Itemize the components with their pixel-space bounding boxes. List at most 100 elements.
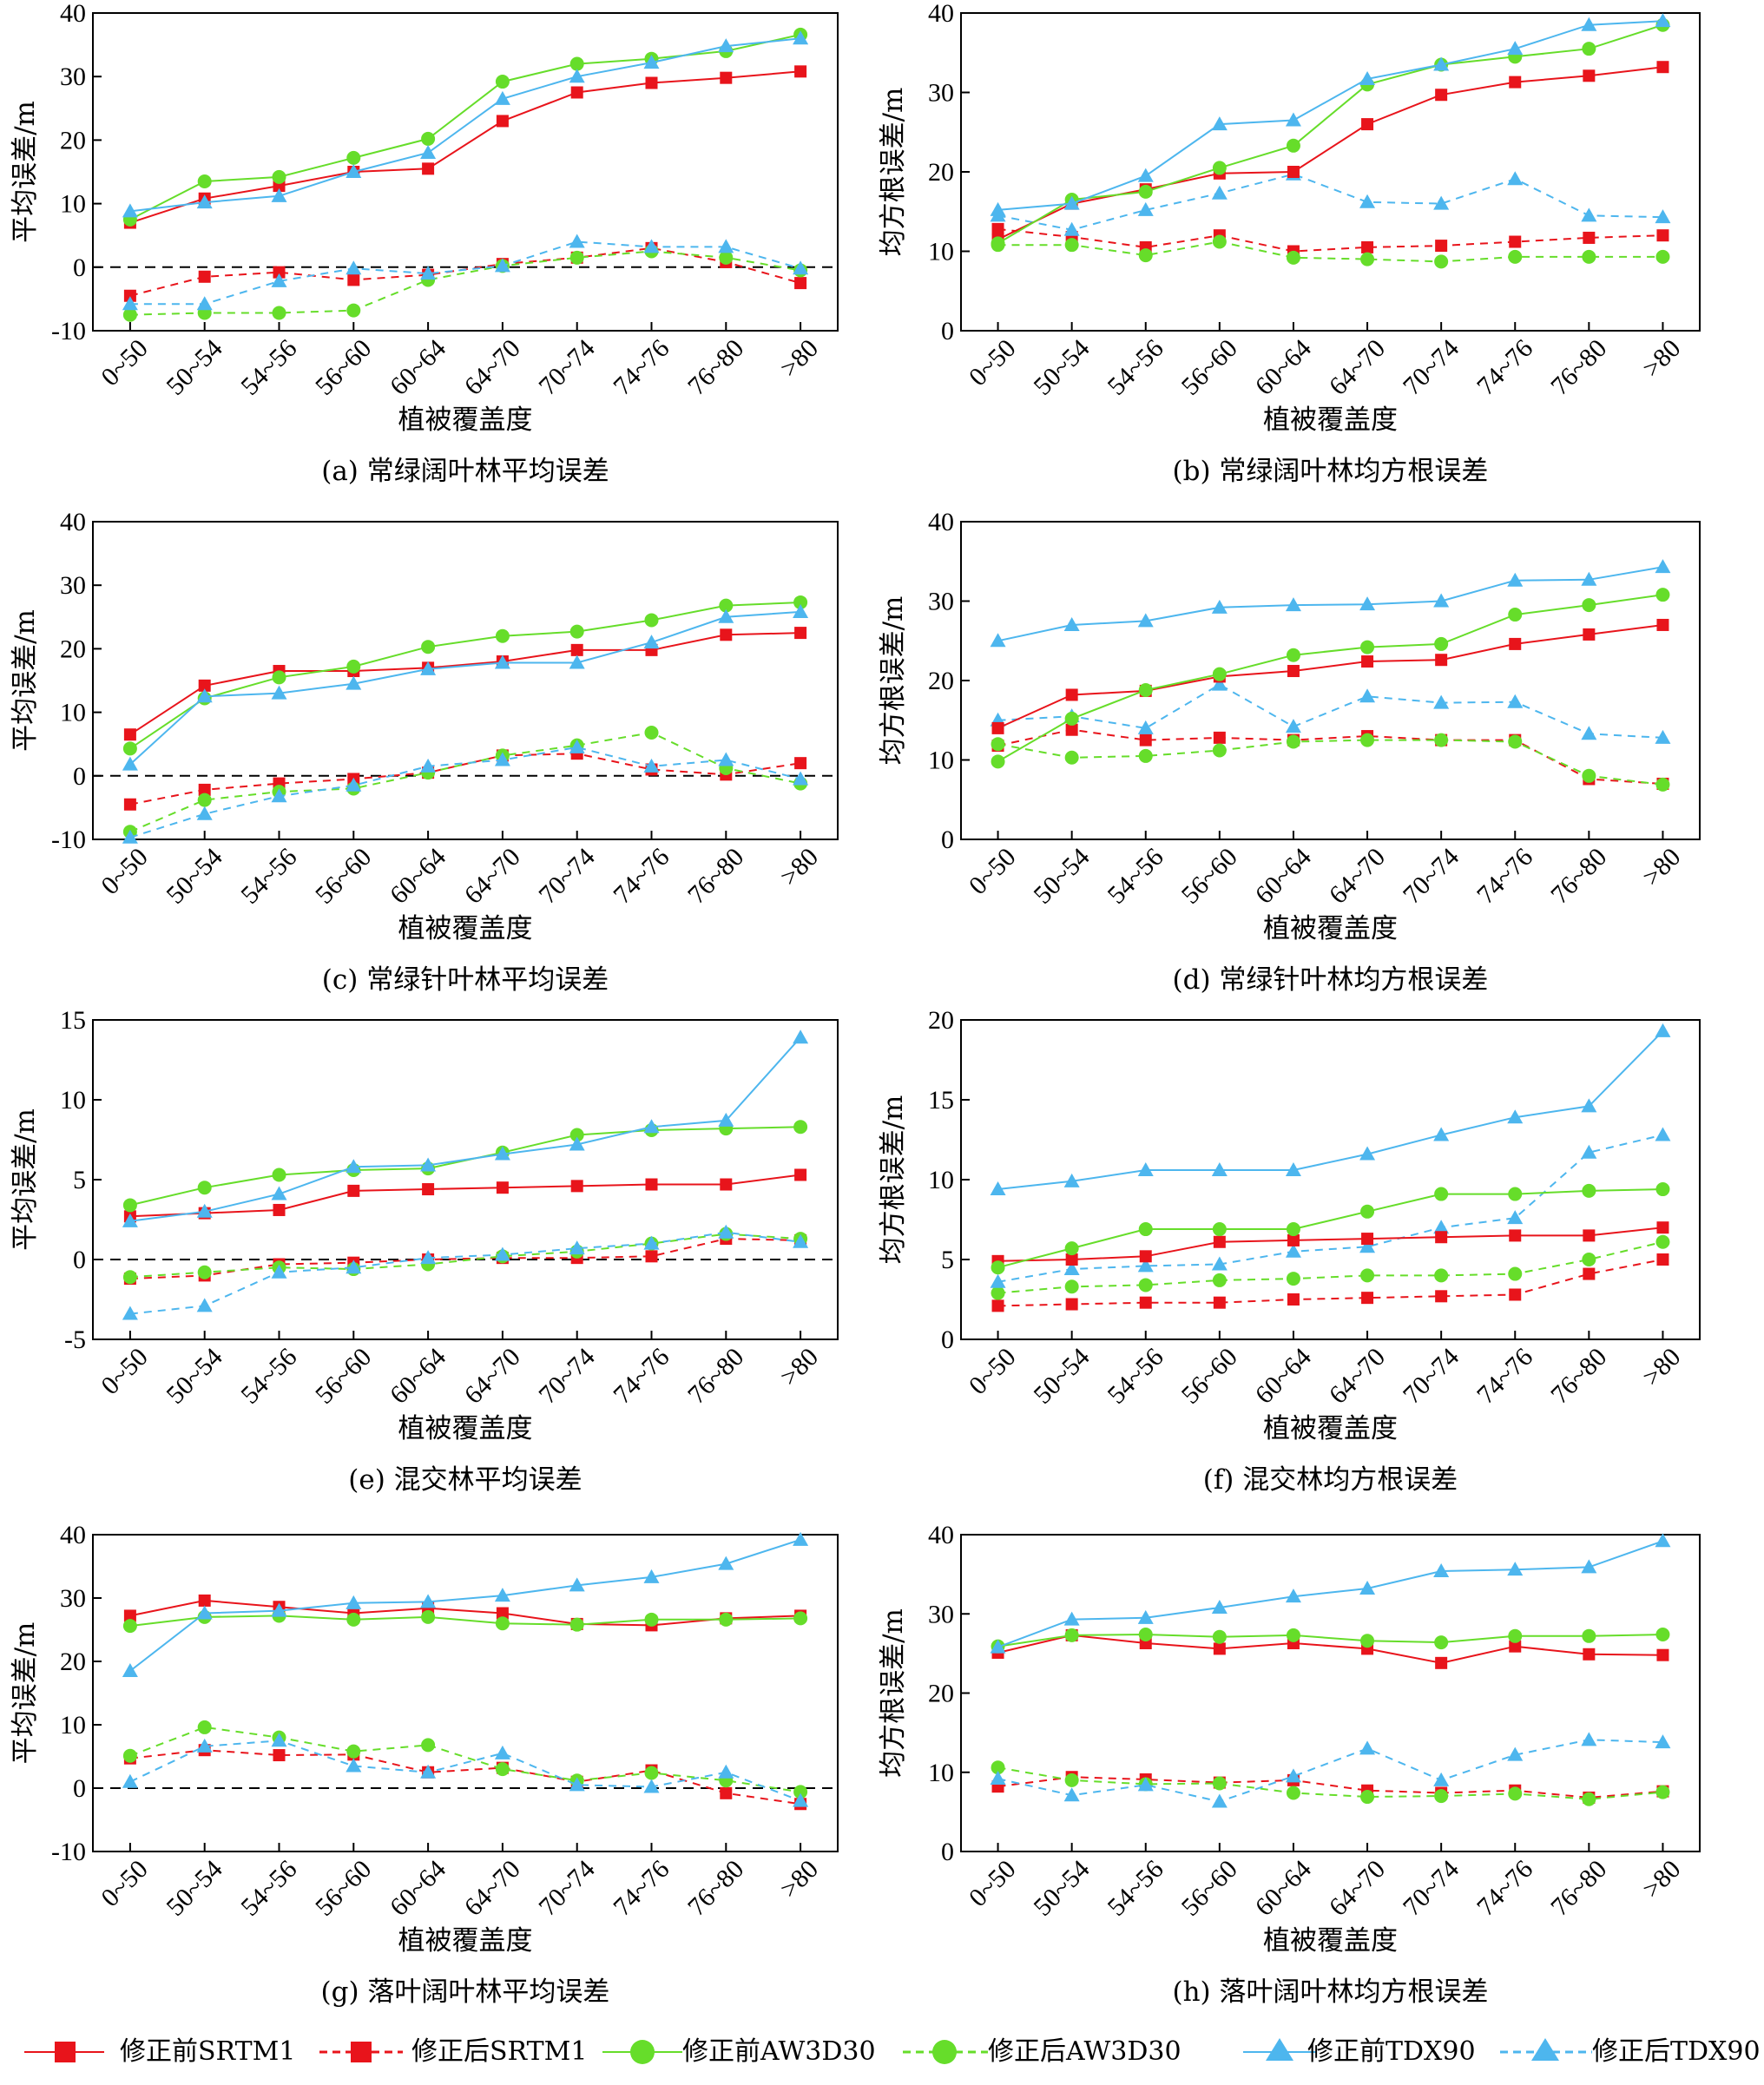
data-point [718,1764,734,1779]
data-point [1138,1278,1153,1292]
series-line [129,1233,801,1279]
data-point [644,1766,659,1780]
data-point [644,613,659,628]
data-point [1137,168,1154,182]
data-point [122,1213,138,1227]
x-tick-label: 0~50 [964,1343,1022,1401]
y-tick-label: 10 [60,1086,86,1115]
panel-caption: (a) 常绿阔叶林平均误差 [321,456,609,487]
legend-item-aw-after: 修正后AW3D30 [898,2019,1210,2085]
y-axis-label: 平均误差/m [10,609,41,752]
data-point [1212,1776,1227,1791]
x-tick-label: >80 [1637,334,1687,384]
x-tick-label: 0~50 [95,1343,154,1401]
data-point [1063,195,1080,210]
data-point [991,1760,1005,1775]
series-tdx-after [122,739,809,844]
y-tick-label: 20 [928,1006,954,1035]
data-point [421,131,436,146]
series-line [129,1174,801,1218]
x-tick-label: 54~56 [1102,1855,1168,1922]
series-srtm-after [123,241,807,302]
x-tick-label: >80 [775,1343,825,1392]
data-point [1286,1786,1300,1800]
chart-panel-e: -5 0 5 10 15 0~50 50~54 54~56 56~60 60~64 64~70 70~… [10,1006,839,1496]
data-point [1286,1222,1300,1237]
data-point [991,737,1005,752]
data-point [990,1771,1006,1786]
series-aw-before [122,1608,808,1634]
series-line [129,1231,801,1315]
data-point [1212,161,1227,175]
y-tick-label: 0 [941,1325,954,1354]
data-point [718,1224,734,1239]
data-point [271,187,287,202]
data-point [420,1250,437,1265]
data-point [1655,1234,1670,1249]
x-tick-label: >80 [775,334,825,384]
x-tick-label: 74~76 [608,334,675,401]
data-point [1359,1581,1376,1595]
legend-item-tdx-before: 修正前TDX90 [1219,2019,1505,2085]
data-point [346,260,362,275]
data-point [718,239,734,253]
series-aw-before [122,27,808,227]
data-point [123,798,136,811]
series-tdx-after [990,1127,1671,1288]
y-axis-label: 均方根误差/m [878,88,909,257]
series-line [997,1633,1663,1648]
data-point [1065,1298,1078,1311]
data-point [122,1619,137,1634]
data-point [1137,1161,1154,1176]
chart-panel-b: 0 10 20 30 40 0~50 50~54 54~56 56~60 60~64 64~70 70… [878,0,1701,487]
data-point [1360,1634,1375,1648]
data-point [1211,185,1228,200]
data-point [1509,235,1522,248]
data-point [123,289,136,302]
x-tick-label: 76~80 [682,1343,749,1410]
data-point [990,1273,1006,1288]
data-point [123,728,136,741]
data-point [1655,1627,1670,1641]
series-line [997,240,1663,263]
data-point [569,233,585,248]
data-point [1655,588,1670,602]
x-axis-label: 植被覆盖度 [398,913,533,944]
data-point [1655,777,1670,792]
data-point [1213,1235,1226,1248]
data-point [346,1595,362,1609]
x-tick-label: 64~70 [1324,334,1391,401]
data-point [1434,1635,1449,1650]
series-tdx-before [990,1533,1671,1654]
x-tick-label: 70~74 [1398,843,1465,910]
data-point [1211,1599,1228,1614]
data-point [196,806,213,820]
x-tick-label: 54~56 [1102,843,1168,910]
data-point [1582,1183,1596,1198]
series-aw-before [991,1627,1670,1654]
data-point [1581,571,1597,586]
data-point [1656,1648,1669,1661]
x-tick-label: 76~80 [1545,334,1612,401]
data-point [645,76,658,89]
data-point [1509,1640,1522,1653]
x-tick-label: >80 [775,1855,825,1904]
data-point [347,273,360,286]
data-point [1064,1279,1079,1294]
series-srtm-after [991,1253,1669,1312]
data-point [1137,1609,1154,1624]
data-point [991,1299,1004,1312]
series-srtm-after [991,222,1669,258]
x-tick-label: 64~70 [1324,843,1391,910]
y-axis-label: 均方根误差/m [878,1095,909,1265]
x-tick-label: 54~56 [235,1343,302,1410]
data-point [196,1298,213,1312]
data-point [496,1181,509,1194]
data-point [1434,1187,1449,1201]
data-point [1360,1204,1375,1219]
x-tick-label: 56~60 [1176,334,1243,401]
data-point [1655,1734,1671,1749]
data-point [1287,1293,1300,1306]
data-point [346,1758,362,1773]
